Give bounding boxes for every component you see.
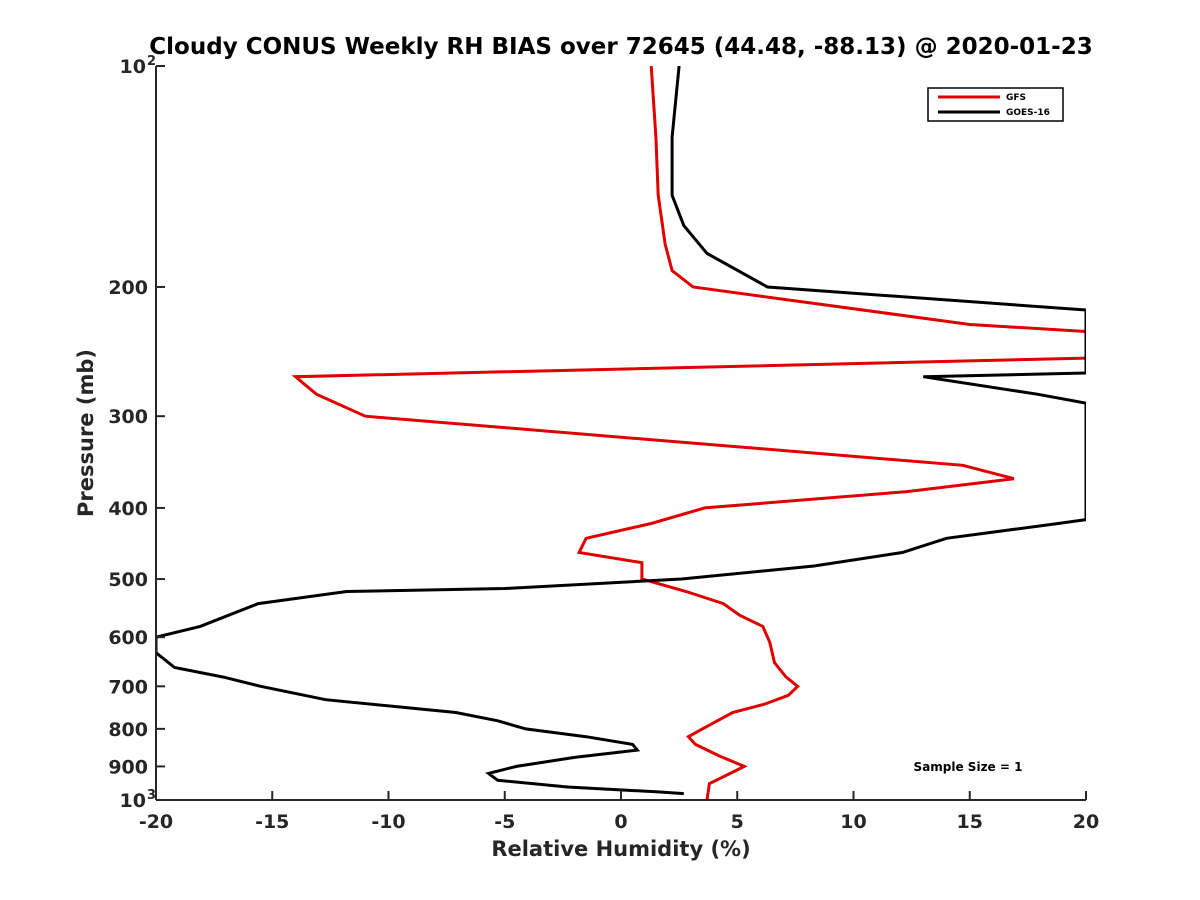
y-tick-label: 10 (120, 790, 146, 812)
y-tick-label: 10 (120, 56, 146, 78)
x-tick-label: 20 (1073, 811, 1099, 833)
y-tick-label: 600 (108, 627, 148, 649)
chart-title: Cloudy CONUS Weekly RH BIAS over 72645 (… (149, 34, 1092, 60)
legend: GFS GOES-16 (927, 87, 1064, 122)
x-tick-label: -5 (494, 811, 515, 833)
x-tick-label: -20 (139, 811, 173, 833)
y-tick-exponent: 2 (147, 54, 156, 69)
plot-area (156, 66, 1086, 800)
legend-label: GFS (1006, 93, 1026, 103)
y-tick-label: 500 (108, 569, 148, 591)
y-tick-exponent: 3 (147, 788, 156, 803)
series-line-goes-16 (156, 66, 1086, 796)
y-axis-label: Pressure (mb) (74, 349, 98, 517)
legend-label: GOES-16 (1006, 108, 1050, 118)
legend-box (927, 87, 1064, 122)
y-tick-label: 800 (108, 719, 148, 741)
x-tick-label: 5 (731, 811, 744, 833)
y-tick-label: 200 (108, 277, 148, 299)
sample-size-annotation: Sample Size = 1 (914, 760, 1023, 774)
x-tick-label: 0 (614, 811, 627, 833)
x-axis-label: Relative Humidity (%) (491, 837, 750, 861)
x-tick-label: 10 (840, 811, 866, 833)
x-tick-label: -15 (255, 811, 289, 833)
y-tick-label: 300 (108, 406, 148, 428)
y-tick-label: 900 (108, 756, 148, 778)
x-tick-label: -10 (371, 811, 405, 833)
y-tick-label: 400 (108, 498, 148, 520)
series-line-gfs (291, 66, 1086, 800)
y-tick-label: 700 (108, 676, 148, 698)
x-tick-label: 15 (957, 811, 983, 833)
